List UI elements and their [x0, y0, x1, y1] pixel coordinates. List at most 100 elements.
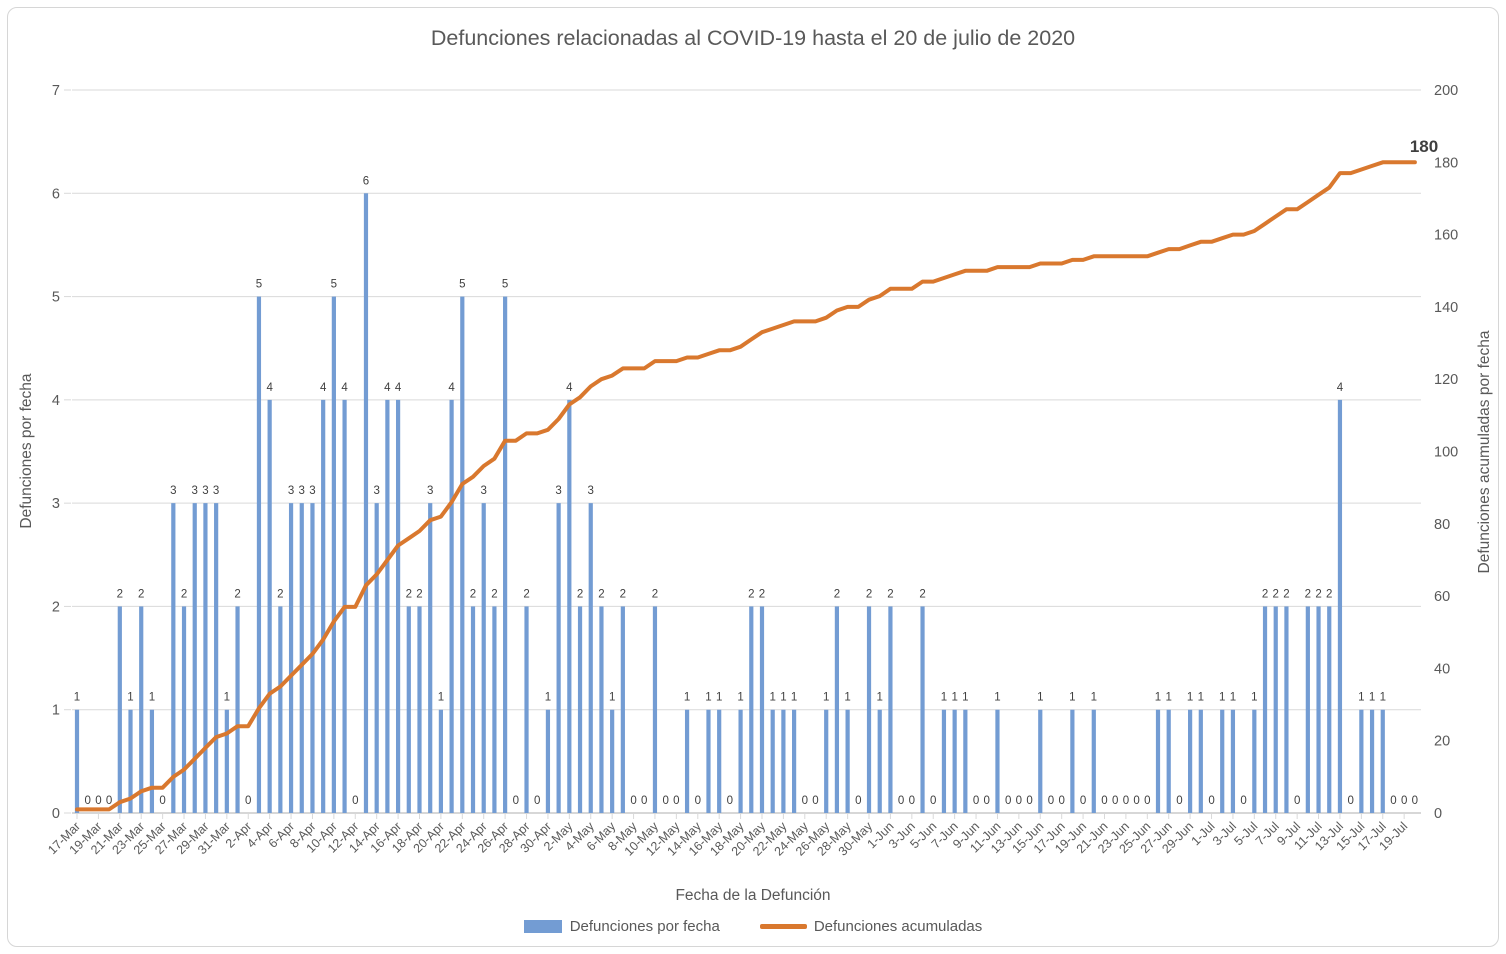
bar-data-label: 2: [181, 588, 187, 600]
bar: [203, 503, 208, 813]
y-right-tick-label: 60: [1434, 589, 1450, 605]
bar: [1359, 709, 1364, 813]
bar: [149, 709, 155, 813]
bar-data-label: 2: [406, 588, 412, 600]
cumulative-line: [75, 160, 1417, 812]
bar-data-label: 2: [759, 588, 765, 600]
bar-data-label: 2: [117, 588, 123, 600]
bar: [652, 606, 658, 813]
bar-data-label: 2: [598, 588, 604, 600]
bar: [256, 296, 262, 814]
bar-data-label: 0: [1026, 795, 1032, 807]
bar: [1188, 709, 1193, 813]
bar-data-label: 3: [588, 485, 594, 497]
bar-data-label: 1: [737, 692, 743, 704]
bar-data-label: 1: [684, 692, 690, 704]
bar-data-label: 4: [566, 382, 573, 394]
bar: [759, 606, 765, 813]
bar: [524, 606, 529, 813]
bar-data-label: 0: [84, 795, 90, 807]
y-right-tick-label: 100: [1434, 445, 1458, 461]
bar-data-label: 3: [202, 485, 208, 497]
bar-data-label: 2: [748, 588, 754, 600]
bar-data-label: 1: [951, 692, 957, 704]
bar-data-label: 1: [74, 692, 80, 704]
bar: [684, 709, 690, 813]
bar-data-label: 2: [1283, 588, 1289, 600]
y-right-tick-label: 20: [1434, 734, 1450, 750]
bar-data-label: 0: [727, 795, 733, 807]
bar: [792, 709, 797, 813]
y-left-tick-label: 2: [52, 599, 60, 615]
bar-data-label: 1: [769, 692, 775, 704]
y-right-tick-label: 40: [1434, 661, 1450, 677]
bar: [567, 399, 572, 813]
bar-data-label: 4: [448, 382, 455, 394]
bar: [503, 296, 508, 814]
bar-data-label: 0: [1058, 795, 1064, 807]
bar: [1230, 709, 1236, 813]
bar-data-label: 1: [149, 692, 155, 704]
bar-data-label: 0: [1412, 795, 1418, 807]
bar-data-label: 4: [384, 382, 391, 394]
bar-data-label: 2: [1326, 588, 1332, 600]
bar: [1091, 709, 1096, 813]
bar: [1316, 606, 1321, 813]
bar: [1327, 606, 1332, 813]
bar-data-label: 0: [1133, 795, 1139, 807]
bar: [374, 503, 379, 813]
bar: [192, 503, 197, 813]
bar-data-label: 1: [1155, 692, 1161, 704]
legend: Defunciones por fecha Defunciones acumul…: [0, 918, 1506, 935]
bar-data-label: 3: [299, 485, 305, 497]
bar: [1070, 709, 1075, 813]
bar-data-label: 2: [887, 588, 893, 600]
bar-data-label: 2: [523, 588, 529, 600]
bar-data-label: 0: [909, 795, 915, 807]
bar: [824, 709, 829, 813]
bar-data-label: 0: [1347, 795, 1353, 807]
bar: [952, 709, 957, 813]
bar: [1155, 709, 1161, 813]
bar-data-label: 2: [1262, 588, 1268, 600]
bar: [749, 606, 754, 813]
y-left-tick-label: 3: [52, 496, 60, 512]
bar-data-label: 2: [277, 588, 283, 600]
bar-data-label: 1: [1369, 692, 1375, 704]
bar-data-label: 1: [1230, 692, 1236, 704]
bar: [577, 606, 583, 813]
bar-data-label: 1: [877, 692, 883, 704]
bar-data-label: 4: [395, 382, 402, 394]
y-left-tick-label: 5: [52, 290, 60, 306]
bar-data-label: 3: [555, 485, 561, 497]
bar: [267, 399, 272, 813]
bar: [620, 606, 625, 813]
bar: [481, 503, 486, 813]
bar-data-label: 2: [919, 588, 925, 600]
bar-data-label: 0: [855, 795, 861, 807]
y-right-tick-label: 120: [1434, 372, 1458, 388]
bar-data-label: 0: [1048, 795, 1054, 807]
bar: [321, 399, 326, 813]
y-left-tick-label: 6: [52, 186, 60, 202]
bar-data-label: 1: [438, 692, 444, 704]
bar-data-label: 0: [106, 795, 112, 807]
bar: [1166, 709, 1171, 813]
bar-data-label: 0: [513, 795, 519, 807]
bar-data-label: 1: [224, 692, 230, 704]
bar: [1337, 399, 1343, 813]
bar-data-label: 0: [245, 795, 251, 807]
bar: [834, 606, 840, 813]
bar-data-label: 0: [352, 795, 358, 807]
bar-data-label: 0: [898, 795, 904, 807]
bar-data-label: 1: [780, 692, 786, 704]
bar: [438, 709, 444, 813]
bar-data-label: 0: [662, 795, 668, 807]
bar-data-label: 4: [341, 382, 348, 394]
bar-data-label: 1: [1069, 692, 1075, 704]
bar: [866, 606, 872, 813]
bar-data-label: 4: [266, 382, 273, 394]
bar: [406, 606, 411, 813]
bar-data-label: 0: [1005, 795, 1011, 807]
bar-data-label: 2: [234, 588, 240, 600]
